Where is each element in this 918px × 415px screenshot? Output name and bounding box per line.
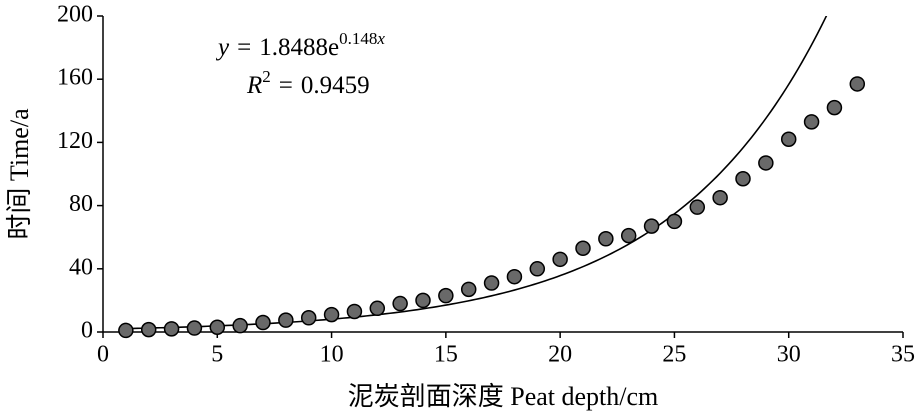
data-point (506, 268, 523, 285)
data-point (300, 310, 317, 326)
eq-lhs: y (215, 34, 230, 61)
eq-exponent: 0.148 (339, 29, 377, 48)
y-tick-label: 160 (57, 65, 93, 91)
data-point (186, 320, 203, 336)
data-point (620, 227, 637, 244)
data-point (849, 76, 866, 92)
r2-symbol: R (246, 72, 262, 99)
data-point (643, 218, 660, 234)
data-point (346, 303, 363, 320)
data-point (323, 306, 340, 323)
data-point (483, 275, 500, 291)
data-point (460, 281, 477, 298)
data-point (598, 231, 614, 247)
x-tick-label: 0 (97, 342, 109, 368)
eq-equals: = (237, 34, 251, 61)
data-point (780, 131, 797, 147)
data-point (689, 199, 706, 215)
x-tick-label: 25 (662, 342, 686, 368)
y-tick-label: 0 (81, 318, 93, 344)
data-point (438, 287, 454, 304)
r2-equals: = (279, 72, 293, 99)
fit-r2: R2 = 0.9459 (246, 67, 370, 99)
data-point (118, 322, 134, 339)
y-tick-label: 120 (57, 128, 93, 154)
data-point (712, 189, 728, 206)
x-tick-label: 10 (320, 342, 344, 368)
data-point (278, 312, 294, 328)
y-tick-label: 80 (69, 191, 93, 217)
data-point (140, 321, 157, 338)
data-point (529, 261, 546, 277)
data-point (255, 314, 271, 331)
data-point (163, 321, 180, 337)
y-axis-title: 时间 Time/a (5, 108, 34, 240)
data-point (803, 114, 820, 130)
data-point (735, 170, 751, 187)
data-point (415, 292, 431, 309)
x-tick-label: 30 (777, 342, 801, 368)
y-tick-label: 40 (69, 254, 93, 280)
data-point (826, 99, 843, 116)
eq-base: e (328, 34, 339, 61)
x-tick-label: 35 (891, 342, 915, 368)
data-point (232, 317, 248, 334)
data-point (552, 251, 568, 268)
fit-curve (125, 16, 828, 330)
data-point (392, 295, 408, 312)
data-point (209, 319, 226, 336)
fit-equation: y = 1.8488e0.148x (215, 29, 385, 61)
y-tick-label: 200 (57, 2, 93, 28)
data-point (369, 300, 386, 317)
x-axis-title: 泥炭剖面深度 Peat depth/cm (348, 382, 659, 411)
x-tick-label: 20 (548, 342, 572, 368)
eq-coefficient: 1.8488 (259, 34, 328, 61)
x-tick-label: 5 (211, 342, 223, 368)
eq-var: x (376, 29, 385, 48)
x-tick-label: 15 (434, 342, 458, 368)
r2-value: 0.9459 (301, 72, 370, 99)
data-point (758, 155, 774, 171)
data-point (666, 213, 683, 230)
data-point (575, 240, 591, 257)
r2-power: 2 (262, 67, 271, 86)
